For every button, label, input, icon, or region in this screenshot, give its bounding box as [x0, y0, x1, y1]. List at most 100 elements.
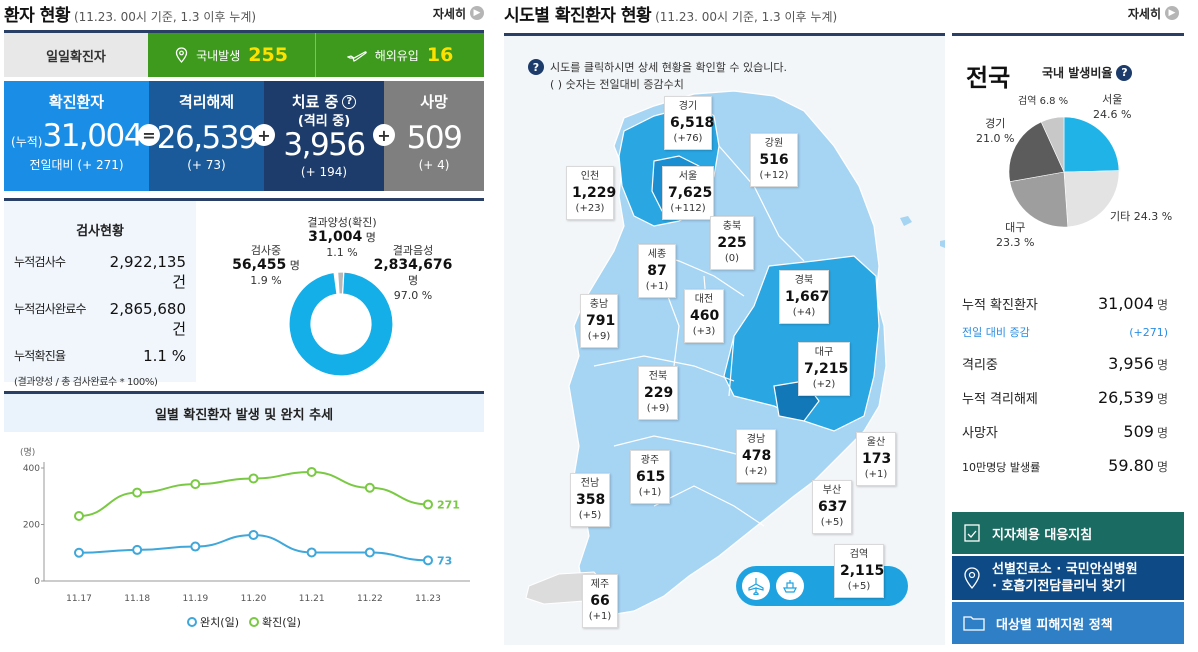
trend-line-chart: (명) 0 200 400 11.17 11.18 11.19 11.20 11.21 11.22…: [20, 447, 470, 604]
national-stats: 누적 확진환자 31,004 명 전일 대비 증감 (+271) 격리중 3,956 명 …: [962, 294, 1168, 490]
pie-title: 국내 발생비율 ?: [1042, 64, 1133, 81]
data-point[interactable]: [132, 544, 143, 555]
region-busan[interactable]: 부산 637 (+5): [812, 480, 852, 534]
region-chungnam[interactable]: 충남 791 (+9): [580, 294, 618, 348]
pie-label-seoul: 서울 24.6 %: [1093, 93, 1132, 121]
equals-operator: =: [138, 124, 160, 146]
stat-row: 전일 대비 증감 (+271): [962, 326, 1168, 339]
clinic-finder-button[interactable]: 선별진료소 · 국민안심병원 · 호흡기전담클리닉 찾기: [952, 556, 1184, 600]
y-tick-label: 200: [23, 521, 40, 531]
left-header: 환자 현황 (11.23. 00시 기준, 1.3 이후 누계) 자세히 ▶: [4, 0, 484, 26]
region-jeonnam[interactable]: 전남 358 (+5): [570, 473, 610, 527]
question-icon[interactable]: ?: [1116, 64, 1133, 81]
map-top-line: [504, 33, 945, 36]
x-tick-label: 11.23: [415, 594, 441, 604]
airplane-icon: [346, 51, 367, 62]
data-point[interactable]: [132, 487, 143, 498]
region-jeonbuk[interactable]: 전북 229 (+9): [638, 366, 678, 420]
pie-label-gyeonggi: 경기 21.0 %: [976, 117, 1015, 145]
support-policy-button[interactable]: 대상별 피해지원 정책: [952, 602, 1184, 644]
data-point[interactable]: [74, 547, 84, 558]
pie-slice[interactable]: [1063, 170, 1120, 228]
data-point[interactable]: [423, 555, 433, 566]
region-gyeongbuk[interactable]: 경북 1,667 (+4): [779, 270, 829, 324]
region-daegu[interactable]: 대구 7,215 (+2): [798, 342, 850, 396]
national-title: 전국: [966, 64, 1011, 92]
region-sejong[interactable]: 세종 87 (+1): [638, 244, 676, 298]
tests-donut-chart: [288, 271, 394, 377]
donut-slice-negative: [288, 271, 394, 377]
pie-slice[interactable]: [1063, 116, 1120, 173]
region-daejeon[interactable]: 대전 460 (+3): [684, 289, 724, 343]
data-point[interactable]: [364, 482, 375, 493]
deceased-box[interactable]: 사망 509 (+ 4): [384, 81, 484, 191]
domestic-pie-chart: [1008, 116, 1120, 228]
map-panel: ? 시도를 클릭하시면 상세 현황을 확인할 수 있습니다. ( ) 숫자는 전…: [504, 36, 945, 645]
tests-title: 검사현황: [76, 224, 124, 239]
plus-operator: +: [253, 124, 275, 146]
stat-row: 10만명당 발생률 59.80 명: [962, 456, 1168, 475]
national-panel: 전국 국내 발생비율 ? 서울 24.6 % 기타 24.3 % 대구 23.3 %…: [952, 36, 1184, 506]
end-value-label: 271: [437, 498, 460, 511]
pie-slice[interactable]: [1009, 171, 1069, 228]
data-point[interactable]: [306, 547, 317, 558]
data-point[interactable]: [364, 547, 375, 558]
released-box[interactable]: 격리해제 26,539 (+ 73): [149, 81, 264, 191]
y-axis-label: (명): [20, 447, 35, 458]
treating-box[interactable]: 치료 중 ? (격리 중) 3,956 (+ 194): [264, 81, 384, 191]
data-point[interactable]: [190, 479, 201, 490]
legend-item-confirmed: 확진(일): [249, 612, 301, 632]
daily-divider: [315, 33, 316, 77]
y-tick-label: 0: [34, 577, 40, 587]
region-ulsan[interactable]: 울산 173 (+1): [856, 432, 896, 486]
tests-note: (결과양성 / 총 검사완료수 * 100%): [14, 377, 158, 388]
daily-label: 일일확진자: [4, 33, 148, 77]
data-point[interactable]: [306, 466, 317, 477]
data-point[interactable]: [248, 529, 259, 540]
donut-testing-label: 검사중 56,455 명 1.9 %: [232, 244, 300, 287]
data-point[interactable]: [423, 499, 433, 510]
region-incheon[interactable]: 인천 1,229 (+23): [566, 166, 616, 220]
legend-marker: [249, 617, 259, 627]
airplane-icon-svg: [748, 578, 764, 595]
data-point[interactable]: [248, 473, 259, 484]
data-point[interactable]: [190, 541, 201, 552]
region-chungbuk[interactable]: 충북 225 (0): [710, 216, 754, 270]
clinic-finder-label: 선별진료소 · 국민안심병원 · 호흡기전담클리닉 찾기: [992, 562, 1138, 594]
map-header: 시도별 확진환자 현황 (11.23. 00시 기준, 1.3 이후 누계) 자세…: [504, 0, 1179, 26]
data-point[interactable]: [74, 511, 84, 522]
pie-slice[interactable]: [1040, 116, 1065, 173]
left-header-title: 환자 현황 (11.23. 00시 기준, 1.3 이후 누계): [4, 5, 257, 26]
donut-positive-label: 결과양성(확진) 31,004 명 1.1 %: [307, 216, 377, 259]
region-gwangju[interactable]: 광주 615 (+1): [630, 450, 670, 504]
region-gyeonggi[interactable]: 경기 6,518 (+76): [664, 96, 714, 150]
daily-domestic: 국내발생 255: [148, 33, 315, 77]
question-icon[interactable]: ?: [342, 94, 357, 109]
stat-row: 격리중 3,956 명: [962, 354, 1168, 373]
tests-summary: 검사현황 누적검사수 2,922,135 건 누적검사완료수 2,865,680 건…: [4, 201, 196, 388]
pie-label-other: 기타 24.3 %: [1110, 210, 1173, 223]
region-quarantine[interactable]: 검역 2,115 (+5): [834, 544, 884, 598]
region-jeju[interactable]: 제주 66 (+1): [582, 574, 618, 628]
pie-slice[interactable]: [1008, 121, 1065, 182]
guideline-button[interactable]: 지자체용 대응지침: [952, 512, 1184, 554]
chart-title: 일별 확진환자 발생 및 완치 추세: [4, 394, 484, 432]
x-tick-label: 11.22: [357, 594, 383, 604]
confirmed-box[interactable]: 확진환자 (누적)31,004 전일대비 (+ 271): [4, 81, 149, 191]
x-tick-label: 11.20: [241, 594, 267, 604]
region-gangwon[interactable]: 강원 516 (+12): [750, 133, 798, 187]
map-more-button[interactable]: 자세히 ▶: [1128, 5, 1179, 22]
region-seoul[interactable]: 서울 7,625 (+112): [662, 166, 714, 220]
x-tick-label: 11.17: [66, 594, 92, 604]
right-top-line: [952, 33, 1184, 36]
airplane-icon: [742, 572, 770, 600]
chevron-right-icon: ▶: [470, 6, 484, 20]
pie-label-daegu: 대구 23.3 %: [996, 221, 1035, 249]
region-gyeongnam[interactable]: 경남 478 (+2): [736, 429, 776, 483]
daily-overseas: 해외유입 16: [316, 33, 484, 77]
x-tick-label: 11.18: [124, 594, 150, 604]
left-more-button[interactable]: 자세히 ▶: [433, 5, 484, 22]
legend-item-recovered: 완치(일): [187, 612, 239, 632]
question-icon[interactable]: ?: [528, 59, 544, 75]
tests-row: 누적검사완료수 2,865,680 건: [14, 300, 186, 338]
